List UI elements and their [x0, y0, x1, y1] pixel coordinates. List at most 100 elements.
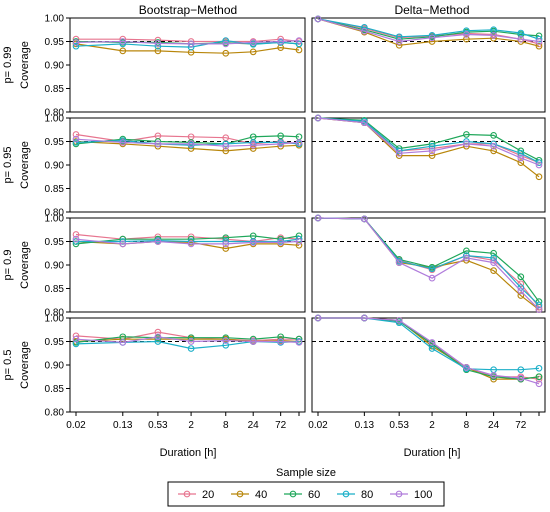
- data-point: [361, 215, 368, 223]
- data-point: [535, 375, 543, 383]
- data-point: [490, 32, 497, 39]
- y-tick-label: 1.00: [45, 214, 65, 225]
- data-point: [490, 267, 497, 274]
- series-line-100: [75, 40, 300, 45]
- panel-frame: [69, 17, 306, 113]
- data-point: [463, 131, 470, 138]
- data-point: [72, 335, 80, 343]
- x-tick-label: 0.02: [308, 420, 328, 431]
- data-point: [428, 265, 436, 273]
- data-point: [119, 339, 127, 346]
- data-point: [154, 238, 162, 245]
- x-tick-label: 0.53: [389, 420, 409, 431]
- data-point: [428, 152, 436, 159]
- y-tick-label: 1.00: [45, 14, 65, 25]
- y-tick-label: 0.80: [45, 108, 65, 119]
- data-point: [277, 239, 285, 246]
- series-line-60: [317, 117, 540, 161]
- data-point: [490, 147, 497, 155]
- y-tick-label: 0.95: [45, 137, 65, 148]
- series-line-100: [317, 117, 540, 166]
- y-tick-label: 0.95: [45, 237, 65, 248]
- series-line-100: [317, 217, 540, 311]
- row-title: p= 0.95: [2, 146, 14, 183]
- series-group-r1-c0: [72, 131, 303, 155]
- panel-frame: [311, 117, 546, 213]
- data-point: [187, 338, 195, 345]
- row-title: p= 0.5: [2, 350, 14, 381]
- y-tick-label: 0.95: [45, 337, 65, 348]
- legend-marker: [395, 490, 403, 498]
- data-point: [295, 339, 303, 346]
- data-point: [463, 254, 470, 262]
- y-tick-label: 0.90: [45, 361, 65, 372]
- legend-marker: [236, 490, 244, 498]
- data-point: [277, 132, 285, 140]
- data-point: [249, 141, 257, 149]
- data-point: [295, 37, 303, 44]
- data-point: [395, 317, 403, 324]
- panel-r0-c0: 0.80 0.85 0.90 0.95 1.00 Coverage p= 0.99: [2, 14, 306, 119]
- series-line-100: [75, 238, 300, 245]
- series-line-60: [317, 18, 540, 40]
- data-point: [517, 292, 525, 299]
- data-point: [72, 131, 80, 138]
- data-point: [535, 364, 543, 372]
- panel-r0-c1: [311, 17, 546, 113]
- data-point: [395, 259, 403, 267]
- data-point: [535, 156, 543, 164]
- data-point: [72, 235, 80, 243]
- data-point: [517, 374, 525, 382]
- y-tick-label: 0.90: [45, 61, 65, 72]
- data-point: [222, 240, 230, 248]
- data-point: [395, 33, 403, 41]
- x-tick-label: 2: [188, 420, 194, 431]
- x-tick-label: 0.13: [113, 420, 133, 431]
- y-tick-label: 0.85: [45, 184, 65, 195]
- data-point: [535, 306, 543, 314]
- x-tick-label: 0.53: [148, 420, 168, 431]
- x-tick-label: 2: [429, 420, 435, 431]
- series-line-20: [76, 38, 300, 43]
- data-point: [222, 142, 230, 150]
- data-point: [428, 34, 436, 42]
- data-point: [154, 40, 162, 47]
- y-axis-title: Coverage: [19, 241, 31, 289]
- data-point: [249, 338, 257, 345]
- series-line-100: [75, 138, 300, 147]
- data-point: [222, 245, 230, 252]
- data-point: [72, 238, 80, 245]
- data-point: [119, 240, 127, 248]
- data-point: [535, 173, 543, 181]
- data-point: [490, 259, 497, 267]
- data-point: [154, 140, 162, 148]
- data-point: [428, 142, 436, 150]
- legend-box: [167, 481, 445, 507]
- y-tick-label: 0.85: [45, 384, 65, 395]
- legend-item-20: 20: [178, 489, 214, 501]
- x-tick-label: 8: [223, 420, 229, 431]
- series-group-r2-c1: [314, 214, 543, 314]
- data-point: [154, 338, 162, 345]
- data-point: [428, 274, 436, 282]
- data-point: [428, 147, 436, 155]
- data-point: [72, 340, 80, 348]
- series-line-80: [317, 18, 540, 40]
- series-line-60: [75, 235, 300, 245]
- x-tick-label: 24: [248, 420, 260, 431]
- data-point: [490, 254, 497, 262]
- panel-r3-c1: [311, 317, 546, 413]
- legend-item-60: 60: [284, 489, 320, 501]
- panel-frame: [69, 217, 306, 313]
- data-point: [395, 38, 403, 45]
- data-point: [361, 314, 368, 322]
- x-tick-label: 0.02: [66, 420, 86, 431]
- y-tick-label: 0.80: [45, 308, 65, 319]
- data-point: [395, 149, 403, 157]
- data-point: [490, 371, 497, 379]
- y-tick-label: 0.90: [45, 261, 65, 272]
- x-tick-label: 0.13: [355, 420, 375, 431]
- data-point: [463, 35, 470, 43]
- series-line-100: [317, 18, 540, 43]
